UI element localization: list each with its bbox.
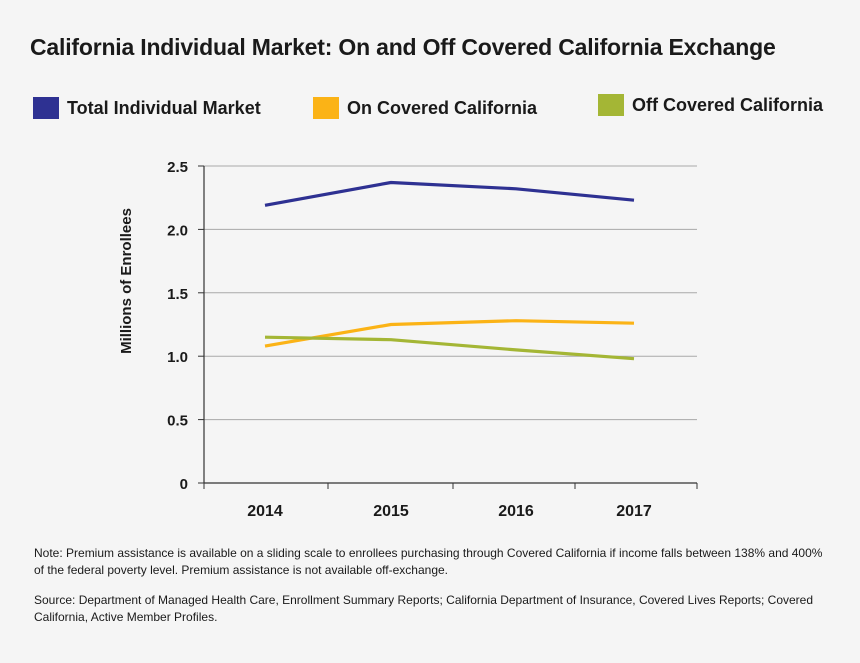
x-tick-label: 2015: [373, 503, 409, 520]
series-line-3: [264, 335, 635, 361]
y-tick-label: 0: [180, 476, 188, 493]
y-tick-label: 1.5: [167, 286, 188, 303]
series-line-1: [264, 180, 635, 207]
legend-label-on-exchange: On Covered California: [347, 97, 538, 118]
x-tick-label: 2014: [247, 503, 283, 520]
x-tick-label: 2017: [616, 503, 652, 520]
legend-label-total: Total Individual Market: [67, 97, 261, 118]
y-tick-label: 2.5: [167, 159, 188, 176]
legend-swatch-off-exchange: [598, 94, 624, 116]
chart-source: Source: Department of Managed Health Car…: [34, 593, 814, 624]
x-tick-label: 2016: [498, 503, 534, 520]
y-tick-label: 0.5: [167, 413, 188, 430]
series-line-2: [264, 319, 635, 348]
legend-swatch-on-exchange: [313, 97, 339, 119]
legend-label-off-exchange: Off Covered California: [632, 94, 824, 115]
chart-title: California Individual Market: On and Off…: [30, 34, 776, 60]
legend-item-off-exchange: Off Covered California: [598, 94, 823, 116]
legend-swatch-total: [33, 97, 59, 119]
line-chart: 0 0.5 1.0 1.5 2.0 2.5 2014 2015 2016 2017 Millions…: [118, 159, 698, 520]
y-axis-label: Millions of Enrollees: [118, 208, 135, 354]
y-tick-label: 2.0: [167, 222, 188, 239]
chart-note: Note: Premium assistance is available on…: [34, 546, 823, 577]
legend-item-total: Total Individual Market: [33, 97, 261, 119]
legend-item-on-exchange: On Covered California: [313, 97, 537, 119]
y-tick-label: 1.0: [167, 349, 188, 366]
